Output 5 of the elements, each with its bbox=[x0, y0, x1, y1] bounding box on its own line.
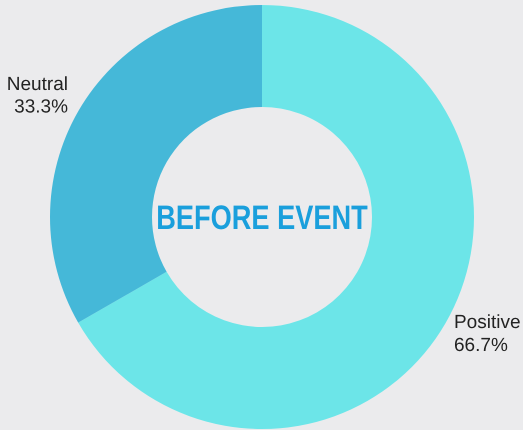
text: BEFORE EVENT bbox=[156, 198, 368, 237]
slice-label: Neutral bbox=[6, 74, 68, 95]
slice-label: Positive bbox=[454, 312, 521, 334]
data-label: 33.3% bbox=[14, 96, 68, 118]
data-label: 66.7% bbox=[454, 335, 508, 356]
